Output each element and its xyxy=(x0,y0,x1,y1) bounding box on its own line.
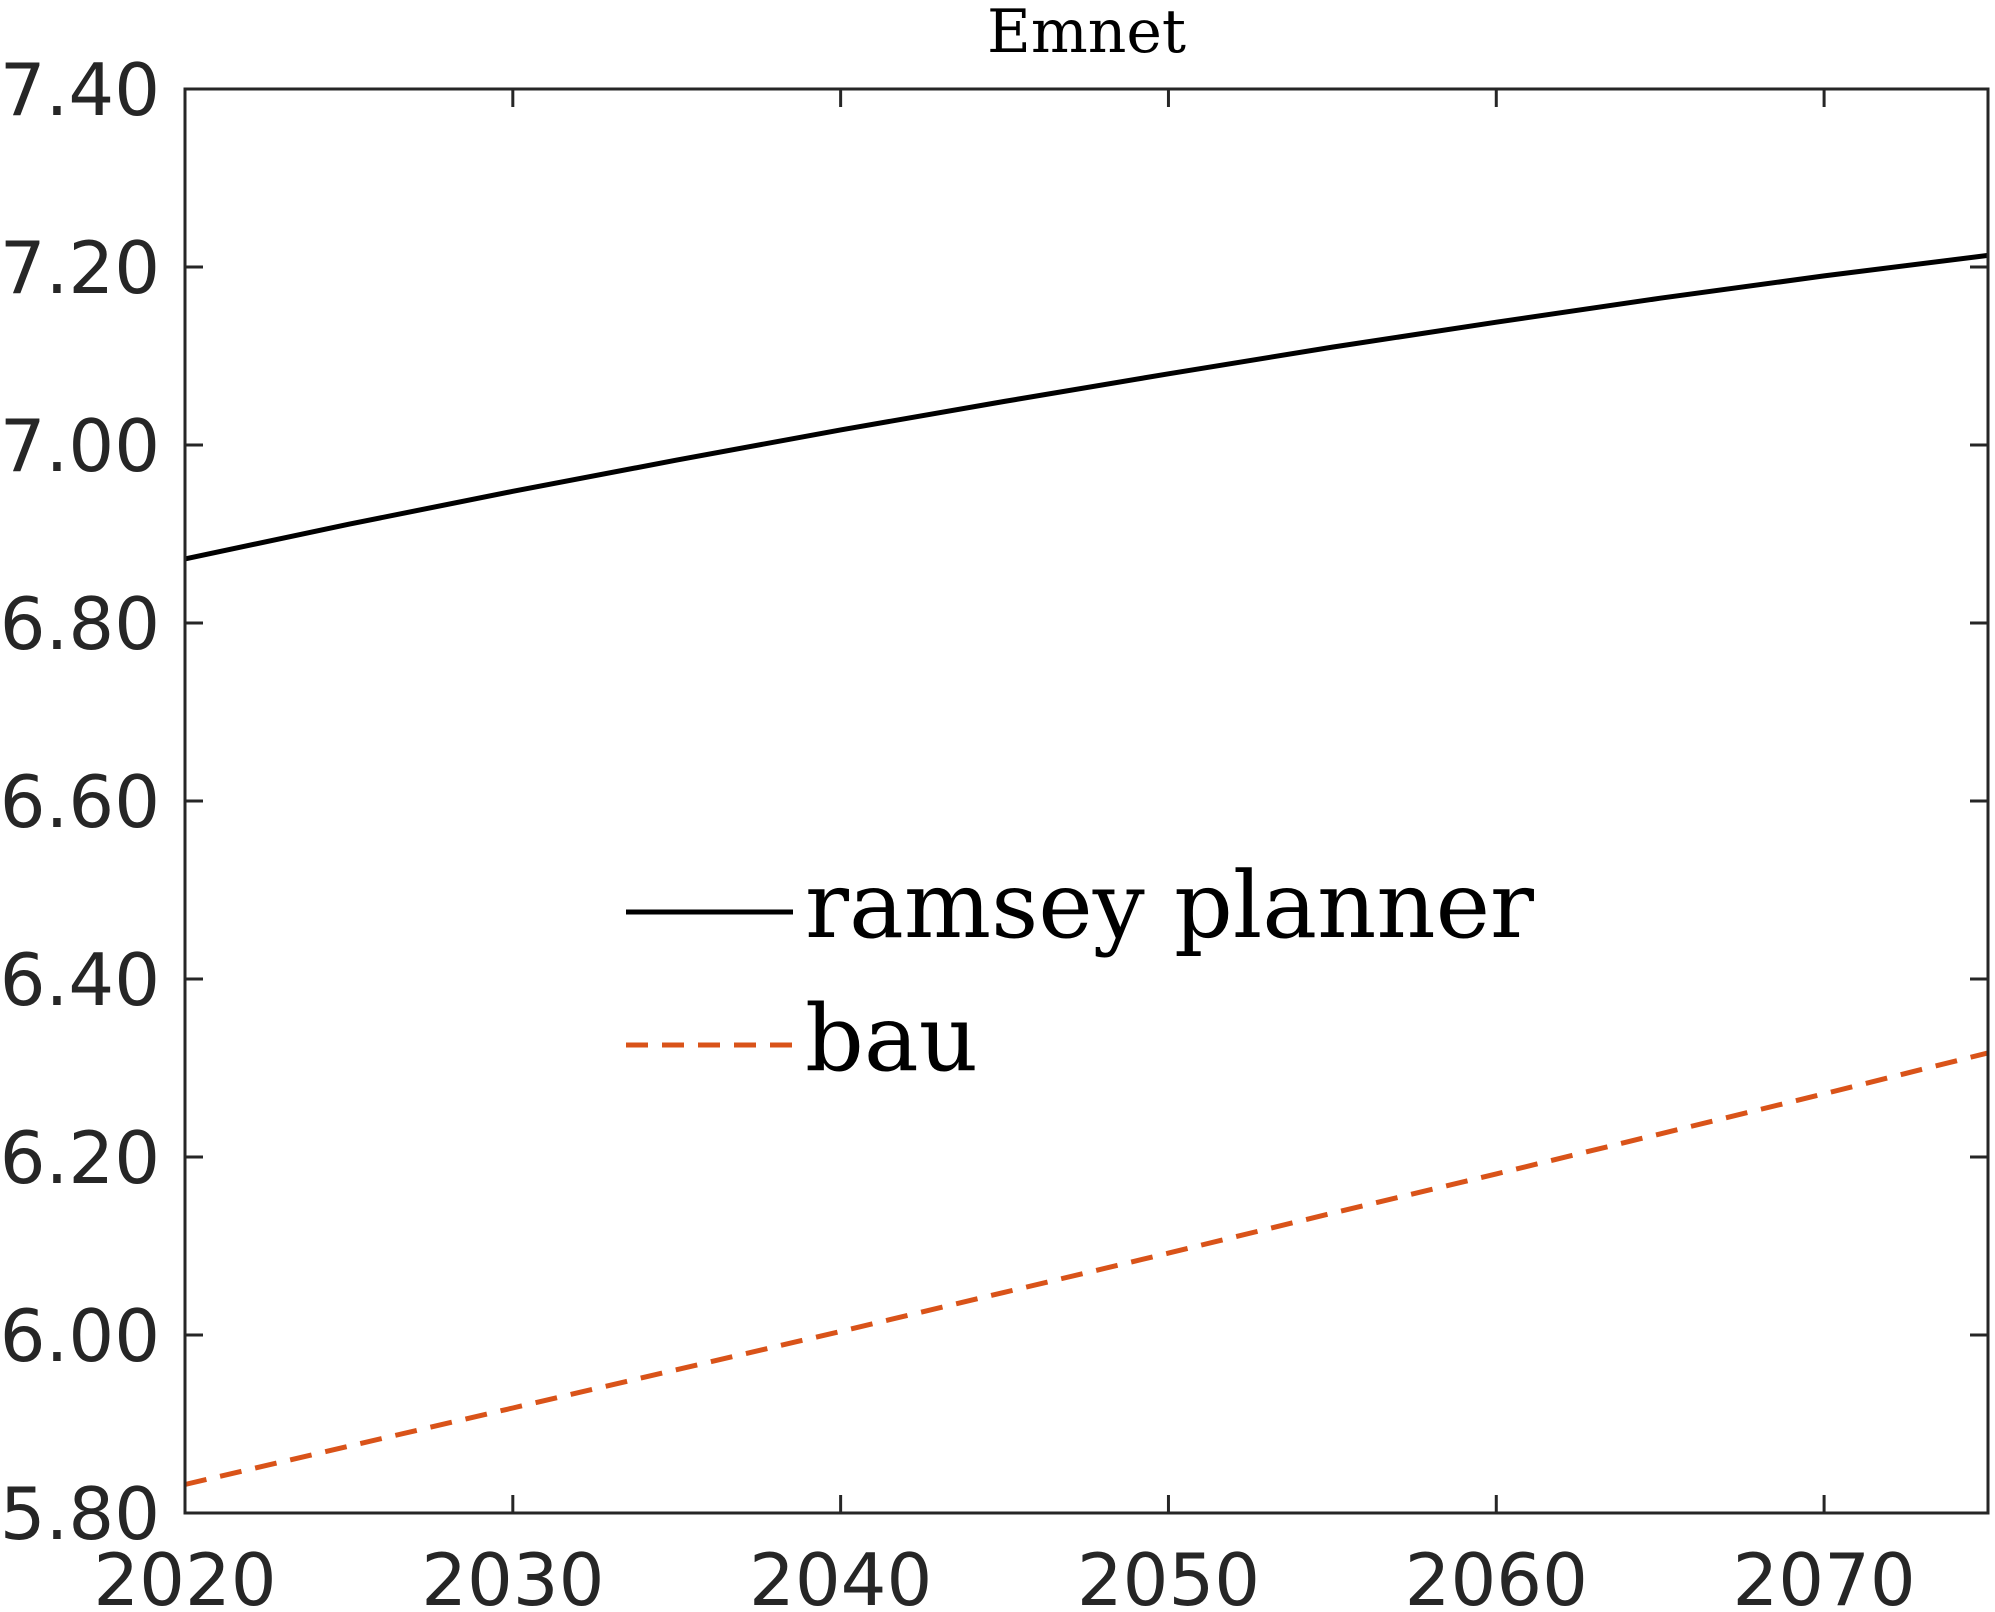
y-tick-label: 7.40 xyxy=(0,48,160,132)
y-tick-label: 6.00 xyxy=(0,1294,160,1378)
chart-title: Emnet xyxy=(987,0,1186,67)
y-tick-label: 6.60 xyxy=(0,760,160,844)
y-tick-label: 7.00 xyxy=(0,404,160,488)
x-tick-label: 2020 xyxy=(93,1538,276,1612)
series-line-ramsey-planner xyxy=(184,252,1989,562)
plot-area xyxy=(184,252,1989,1487)
y-tick-label: 6.20 xyxy=(0,1116,160,1200)
x-tick-label: 2070 xyxy=(1732,1538,1915,1612)
axes: 2020 2030 2040 2050 2060 2070 5.80 6.00 6.20 6.40… xyxy=(0,48,1990,1612)
x-tick-label: 2040 xyxy=(749,1538,932,1612)
y-tick-label: 6.40 xyxy=(0,938,160,1022)
x-tick-label: 2050 xyxy=(1077,1538,1260,1612)
legend: ramsey planner bau xyxy=(626,852,1534,1092)
y-tick-label: 7.20 xyxy=(0,226,160,310)
series-line-bau xyxy=(184,1050,1989,1487)
y-tick-label: 5.80 xyxy=(0,1472,160,1556)
x-tick-label: 2030 xyxy=(421,1538,604,1612)
x-tick-label: 2060 xyxy=(1405,1538,1588,1612)
y-tick-label: 6.80 xyxy=(0,582,160,666)
legend-label-ramsey-planner: ramsey planner xyxy=(805,852,1534,959)
legend-label-bau: bau xyxy=(805,985,978,1092)
